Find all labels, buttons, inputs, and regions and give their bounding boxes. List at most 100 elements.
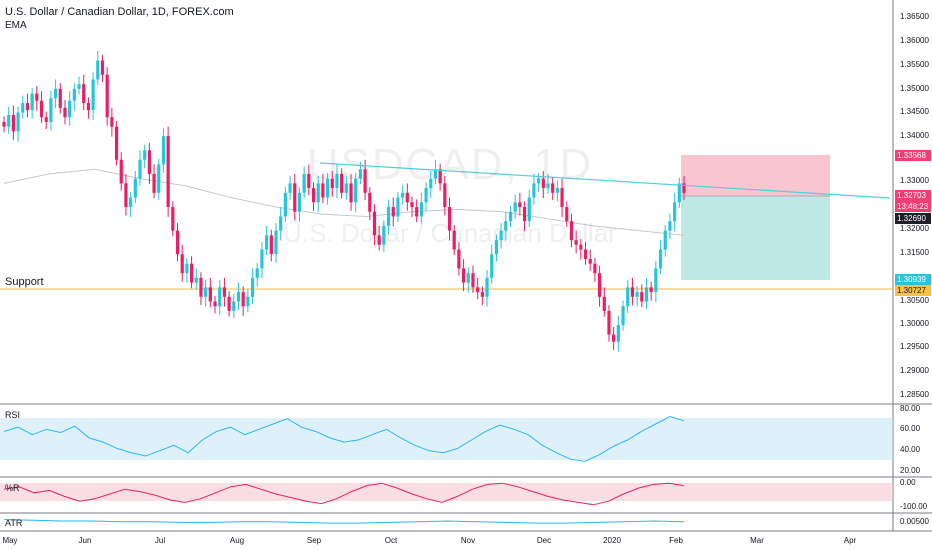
candle-body (77, 84, 81, 89)
candle-body (16, 112, 20, 132)
candle-body (344, 183, 348, 193)
candle-body (236, 292, 241, 302)
take-profit-zone[interactable] (681, 196, 830, 280)
rsi-path (3, 415, 685, 462)
candle-body (250, 277, 255, 297)
candle-body (537, 178, 541, 184)
atr-pane-label[interactable]: ATR (5, 518, 23, 528)
candle-body (7, 114, 11, 127)
candle-body (208, 287, 212, 302)
crosshair-price-badge: 1.32690 (895, 213, 931, 224)
watermark-ticker: USDCAD, 1D (306, 140, 594, 189)
price-label: 1.30500 (900, 296, 929, 305)
candle-body (368, 192, 372, 212)
candle-body (335, 173, 339, 189)
time-label: Jul (154, 536, 166, 545)
candle-body (401, 192, 405, 198)
candle-body (555, 188, 559, 193)
candle-body (2, 121, 6, 127)
candle-body (616, 325, 620, 342)
candle-body (574, 240, 578, 245)
candle-body (569, 221, 574, 241)
support-label[interactable]: Support (5, 276, 44, 288)
wr-axis-label: 0.00 (900, 478, 916, 487)
candle-body (419, 202, 423, 217)
candle-body (325, 178, 330, 198)
candle-body (518, 202, 522, 207)
rsi-pane-label[interactable]: RSI (5, 410, 21, 420)
candle-body (354, 178, 358, 203)
candle-body (72, 88, 76, 101)
rsi-axis-label: 20.00 (900, 466, 921, 475)
candle-body (265, 235, 269, 250)
candle-body (161, 136, 166, 165)
candle-body (255, 268, 259, 278)
time-label: Oct (384, 536, 398, 545)
ema-indicator-label[interactable]: EMA (5, 20, 27, 31)
candle-body (372, 211, 377, 236)
candle-body (522, 207, 527, 222)
candle-body (124, 183, 128, 207)
price-label: 1.33000 (900, 176, 929, 185)
candle-body (677, 183, 681, 203)
williams-r-line (3, 482, 685, 506)
candle-body (443, 183, 447, 207)
candle-body (673, 202, 677, 222)
candle-body (499, 230, 503, 241)
candle-body (494, 240, 499, 255)
candle-body (86, 103, 91, 111)
candle-body (49, 98, 53, 122)
target-price-badge: 1.30939 (895, 274, 931, 285)
candle-body (53, 88, 58, 99)
price-label: 1.29500 (900, 342, 929, 351)
candle-body (105, 74, 109, 118)
candle-body (175, 230, 180, 255)
candle-body (152, 173, 156, 193)
candle-body (607, 310, 611, 335)
symbol-title[interactable]: U.S. Dollar / Canadian Dollar, 1D, FOREX… (5, 6, 234, 18)
candle-body (658, 249, 663, 269)
candle-body (82, 84, 86, 104)
candle-body (96, 60, 100, 80)
candle-body (293, 183, 297, 212)
candle-body (91, 79, 95, 111)
candle-body (30, 93, 34, 111)
price-label: 1.35500 (900, 60, 929, 69)
support-price-badge: 1.30727 (895, 285, 931, 296)
candle-body (143, 150, 147, 160)
candle-body (668, 221, 672, 231)
candle-body (485, 277, 489, 297)
candle-body (626, 287, 630, 307)
candle-body (405, 192, 409, 203)
wr-axis-label: -100.00 (900, 502, 928, 511)
candle-body (222, 287, 227, 297)
stop-price-badge: 1.33568 (895, 150, 931, 161)
candle-body (25, 103, 30, 111)
candle-body (452, 230, 456, 250)
candle-body (194, 277, 198, 283)
candle-body (100, 60, 105, 75)
candle-body (302, 173, 306, 193)
candles (2, 51, 686, 352)
candle-body (588, 258, 592, 264)
time-label: Jun (78, 536, 92, 545)
candle-body (597, 273, 602, 297)
rsi-line (3, 415, 685, 462)
candle-body (171, 207, 175, 231)
candle-body (466, 273, 470, 283)
last-price-badge: 1.32703 (895, 190, 931, 201)
candle-body (602, 296, 606, 311)
time-label: Feb (669, 536, 683, 545)
wr-pane-label[interactable]: %R (5, 483, 20, 493)
trendline[interactable] (319, 162, 891, 199)
watermark-name: U.S. Dollar / Canadian Dollar (283, 218, 617, 248)
price-label: 1.31500 (900, 248, 929, 257)
candle-body (185, 263, 189, 274)
price-label: 1.35000 (900, 84, 929, 93)
candle-body (457, 249, 461, 269)
candle-body (386, 207, 391, 226)
candle-body (199, 277, 203, 297)
atr-line (3, 519, 685, 524)
